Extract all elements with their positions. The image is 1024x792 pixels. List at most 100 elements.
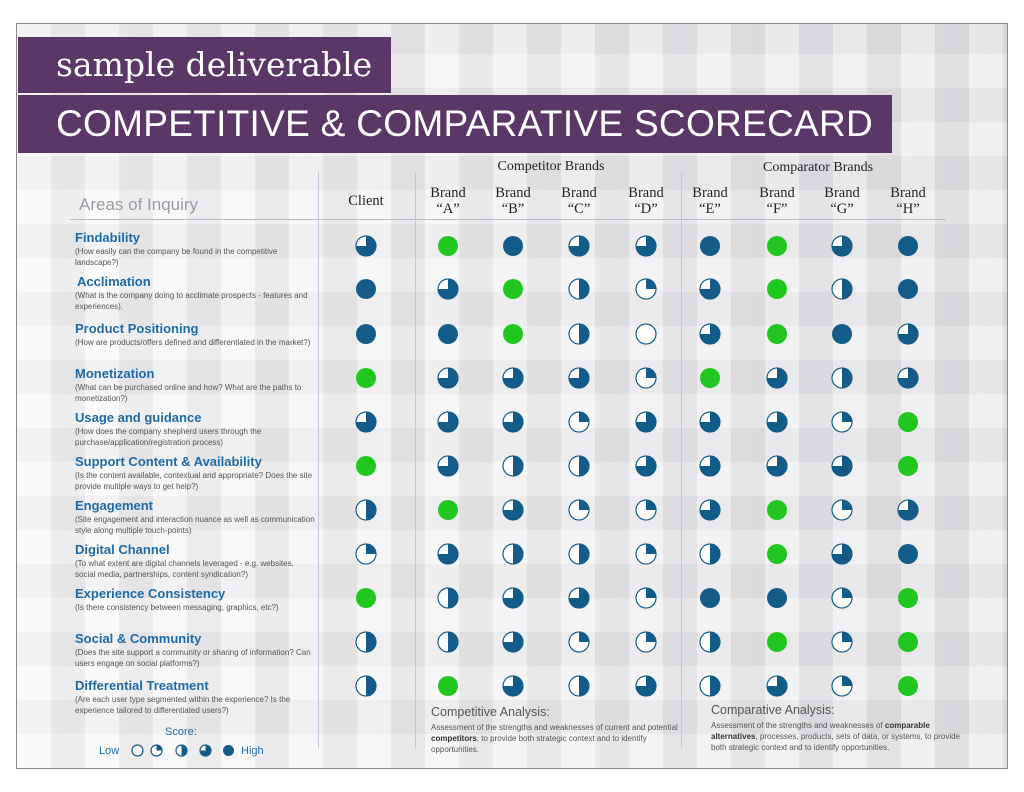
score-three-quarter-icon [766, 455, 788, 477]
legend-full-icon [222, 744, 235, 757]
score-half-icon [355, 499, 377, 521]
score-three-quarter-icon [355, 411, 377, 433]
score-three-quarter-icon [831, 543, 853, 565]
score-quarter-icon [635, 499, 657, 521]
score-three-quarter-icon [502, 499, 524, 521]
score-three-quarter-icon [437, 367, 459, 389]
score-quarter-icon [355, 543, 377, 565]
score-full-icon [766, 587, 788, 609]
score-highlight-icon [897, 675, 919, 697]
score-highlight-icon [766, 235, 788, 257]
score-three-quarter-icon [502, 587, 524, 609]
score-full-icon [897, 235, 919, 257]
subtitle-banner: sample deliverable [18, 37, 391, 93]
score-quarter-icon [635, 278, 657, 300]
score-full-icon [355, 323, 377, 345]
inquiry-area-title: Digital Channel [75, 542, 170, 557]
score-full-icon [897, 278, 919, 300]
score-half-icon [568, 323, 590, 345]
inquiry-area-description: (What can be purchased online and how? W… [75, 383, 302, 403]
legend-empty-icon [131, 744, 144, 757]
column-divider [681, 172, 682, 748]
score-quarter-icon [568, 631, 590, 653]
score-quarter-icon [568, 499, 590, 521]
score-half-icon [437, 631, 459, 653]
score-half-icon [502, 455, 524, 477]
score-three-quarter-icon [635, 235, 657, 257]
score-three-quarter-icon [699, 278, 721, 300]
score-highlight-icon [355, 367, 377, 389]
score-highlight-icon [766, 278, 788, 300]
score-quarter-icon [831, 631, 853, 653]
inquiry-area-title: Acclimation [77, 274, 151, 289]
legend-quarter-icon [150, 744, 163, 757]
score-quarter-icon [831, 675, 853, 697]
score-three-quarter-icon [502, 411, 524, 433]
inquiry-area-description: (To what extent are digital channels lev… [75, 559, 294, 579]
inquiry-area-description: (How does the company shepherd users thr… [75, 427, 262, 447]
score-three-quarter-icon [502, 631, 524, 653]
score-three-quarter-icon [502, 675, 524, 697]
column-divider [415, 172, 416, 748]
score-three-quarter-icon [437, 278, 459, 300]
score-three-quarter-icon [831, 455, 853, 477]
score-three-quarter-icon [831, 235, 853, 257]
column-header-client: Client [348, 193, 384, 209]
inquiry-area-description: (How easily can the company be found in … [75, 247, 278, 267]
column-header-brand: Brand “C” [561, 185, 597, 217]
score-full-icon [355, 278, 377, 300]
score-half-icon [568, 675, 590, 697]
inquiry-area-title: Engagement [75, 498, 154, 513]
score-highlight-icon [355, 455, 377, 477]
score-highlight-icon [437, 499, 459, 521]
inquiry-area-description: (Is there consistency between messaging,… [75, 603, 279, 612]
score-three-quarter-icon [502, 367, 524, 389]
column-header-brand: Brand “G” [824, 185, 860, 217]
score-half-icon [437, 587, 459, 609]
score-three-quarter-icon [766, 367, 788, 389]
comparator-brands-label: Comparator Brands [762, 160, 874, 175]
inquiry-area-title: Usage and guidance [75, 410, 202, 425]
score-highlight-icon [897, 587, 919, 609]
score-three-quarter-icon [568, 587, 590, 609]
competitive-analysis-title: Competitive Analysis: [431, 705, 550, 719]
score-highlight-icon [766, 631, 788, 653]
score-quarter-icon [635, 587, 657, 609]
score-quarter-icon [635, 631, 657, 653]
score-three-quarter-icon [897, 367, 919, 389]
score-three-quarter-icon [437, 455, 459, 477]
score-half-icon [699, 631, 721, 653]
score-highlight-icon [502, 323, 524, 345]
score-three-quarter-icon [897, 323, 919, 345]
score-three-quarter-icon [766, 411, 788, 433]
score-quarter-icon [831, 499, 853, 521]
inquiry-area-title: Differential Treatment [75, 678, 209, 693]
score-three-quarter-icon [635, 411, 657, 433]
title-banner: COMPETITIVE & COMPARATIVE SCORECARD [18, 95, 892, 153]
score-quarter-icon [831, 587, 853, 609]
score-half-icon [831, 278, 853, 300]
score-three-quarter-icon [766, 675, 788, 697]
header-divider [70, 219, 946, 220]
score-three-quarter-icon [568, 367, 590, 389]
score-highlight-icon [897, 455, 919, 477]
score-legend-label: Score: [165, 726, 197, 738]
score-half-icon [568, 278, 590, 300]
column-header-brand: Brand “B” [495, 185, 531, 217]
column-header-brand: Brand “D” [628, 185, 664, 217]
score-full-icon [699, 235, 721, 257]
inquiry-area-description: (What is the company doing to acclimate … [75, 291, 308, 311]
score-quarter-icon [635, 543, 657, 565]
score-full-icon [831, 323, 853, 345]
score-three-quarter-icon [355, 235, 377, 257]
score-full-icon [699, 587, 721, 609]
column-header-brand: Brand “E” [692, 185, 728, 217]
inquiry-area-description: (Is the content available, contextual an… [75, 471, 313, 491]
legend-half-icon [175, 744, 188, 757]
inquiry-area-description: (How are products/offers defined and dif… [75, 338, 311, 347]
score-highlight-icon [437, 235, 459, 257]
score-half-icon [699, 543, 721, 565]
score-three-quarter-icon [635, 455, 657, 477]
column-header-brand: Brand “A” [430, 185, 466, 217]
competitor-brands-label: Competitor Brands [497, 159, 605, 174]
